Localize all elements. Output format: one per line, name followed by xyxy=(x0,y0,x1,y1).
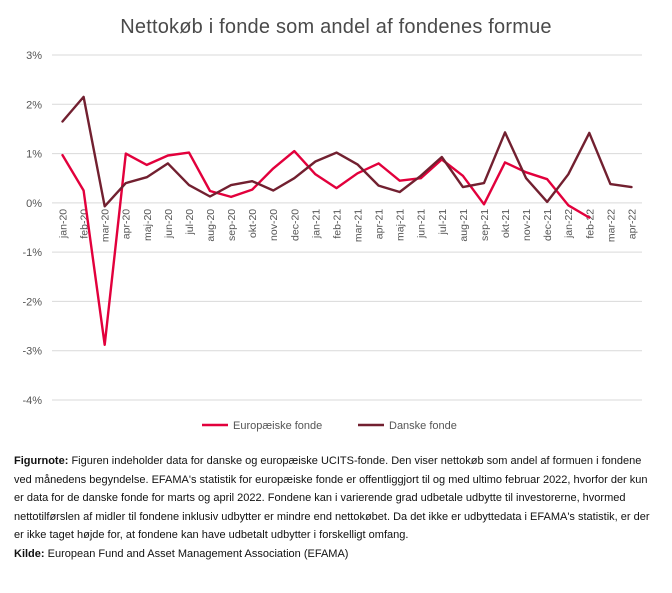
chart-title: Nettokøb i fonde som andel af fondenes f… xyxy=(120,16,552,38)
y-tick-label: 0% xyxy=(26,198,42,210)
x-tick-label: jul-20 xyxy=(184,209,196,236)
x-tick-label: apr-21 xyxy=(374,209,386,240)
legend: Europæiske fonde Danske fonde xyxy=(202,420,457,432)
x-tick-label: apr-22 xyxy=(626,209,638,240)
figurnote-text: Figuren indeholder data for danske og eu… xyxy=(14,455,650,542)
x-tick-label: maj-20 xyxy=(142,209,154,241)
y-tick-label: 1% xyxy=(26,149,42,161)
x-tick-label: mar-22 xyxy=(605,209,617,242)
series-lines xyxy=(61,95,633,346)
y-tick-label: -4% xyxy=(22,395,42,407)
legend-label: Europæiske fonde xyxy=(233,420,322,432)
x-tick-label: mar-21 xyxy=(353,209,365,242)
series-line xyxy=(61,95,633,208)
x-tick-label: dec-20 xyxy=(289,209,301,241)
x-tick-label: jan-20 xyxy=(58,209,70,239)
y-axis: -4% -3% -2% -1% 0% 1% 2% 3% xyxy=(22,50,42,407)
figure-note: Figurnote: Figuren indeholder data for d… xyxy=(14,452,659,564)
x-axis: jan-20 feb-20 mar-20 apr-20 maj-20 jun-20 jul-… xyxy=(58,209,639,242)
x-tick-label: okt-21 xyxy=(500,209,512,238)
kilde-text: European Fund and Asset Management Assoc… xyxy=(44,547,349,560)
x-tick-label: nov-20 xyxy=(268,209,280,241)
series-line xyxy=(61,149,591,346)
x-tick-label: jul-21 xyxy=(437,209,449,236)
x-tick-label: feb-22 xyxy=(584,209,596,239)
x-tick-label: jun-20 xyxy=(163,209,175,239)
x-tick-label: okt-20 xyxy=(247,209,259,238)
y-tick-label: -3% xyxy=(22,346,42,358)
x-tick-label: aug-20 xyxy=(205,209,217,242)
y-tick-label: -2% xyxy=(22,296,42,308)
gridlines xyxy=(52,54,642,401)
x-tick-label: aug-21 xyxy=(458,209,470,242)
x-tick-label: jan-21 xyxy=(310,209,322,239)
x-tick-label: sep-21 xyxy=(479,209,491,241)
y-tick-label: -1% xyxy=(22,247,42,259)
x-tick-label: maj-21 xyxy=(395,209,407,241)
x-tick-label: jan-22 xyxy=(563,209,575,239)
x-tick-label: nov-21 xyxy=(521,209,533,241)
x-tick-label: apr-20 xyxy=(121,209,133,240)
line-chart: -4%-3%-2%-1%0%1%2%3% jan-20 feb-20 mar-20 a… xyxy=(22,50,642,432)
x-tick-label: mar-20 xyxy=(100,209,112,242)
x-tick-label: feb-21 xyxy=(331,209,343,239)
kilde-label: Kilde: xyxy=(14,547,45,560)
legend-label: Danske fonde xyxy=(389,420,457,432)
x-tick-label: jun-21 xyxy=(416,209,428,239)
figurnote-label: Figurnote: xyxy=(14,455,69,467)
y-tick-label: 3% xyxy=(26,50,42,62)
y-tick-label: 2% xyxy=(26,99,42,111)
x-tick-label: dec-21 xyxy=(542,209,554,241)
x-tick-label: sep-20 xyxy=(226,209,238,241)
